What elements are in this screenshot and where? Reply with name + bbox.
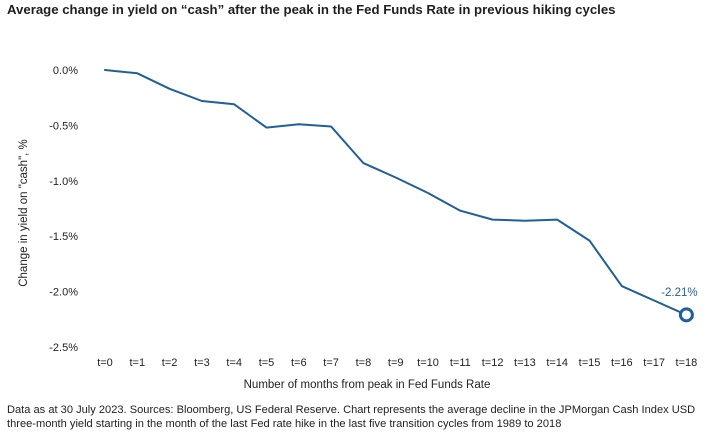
x-tick-label: t=1 — [129, 357, 145, 369]
x-tick-label: t=10 — [417, 357, 439, 369]
x-axis-ticks: t=0 t=1 t=2 t=3 t=4 t=5 t=6 t=7 t=8 t=9 t=10 t=11 t=… — [97, 357, 697, 369]
x-tick-label: t=5 — [259, 357, 275, 369]
y-tick-label: -1.5% — [49, 231, 78, 243]
x-tick-label: t=12 — [482, 357, 504, 369]
y-axis-ticks: 0.0% -0.5% -1.0% -1.5% -2.0% -2.5% — [49, 65, 78, 354]
end-point-marker — [678, 307, 694, 323]
x-tick-label: t=4 — [226, 357, 242, 369]
y-tick-label: -2.5% — [49, 342, 78, 354]
x-tick-label: t=17 — [643, 357, 665, 369]
x-tick-label: t=6 — [291, 357, 307, 369]
x-tick-label: t=11 — [450, 357, 471, 369]
series-line — [104, 69, 688, 316]
line-chart: 0.0%-0.5%-1.0%-1.5%-2.0%-2.5% t=0 t=1 t=2 t… — [18, 65, 698, 391]
y-tick-label: 0.0% — [53, 65, 78, 77]
footnote: Data as at 30 July 2023. Sources: Bloomb… — [7, 404, 696, 430]
x-tick-label: t=8 — [356, 357, 372, 369]
x-tick-label: t=14 — [546, 357, 568, 369]
x-tick-label: t=13 — [514, 357, 536, 369]
x-tick-label: t=0 — [97, 357, 113, 369]
end-point-label: -2.21% — [661, 287, 697, 299]
y-axis-label: Change in yield on "cash", % — [18, 139, 30, 287]
x-axis-label: Number of months from peak in Fed Funds … — [244, 379, 491, 391]
x-tick-label: t=7 — [323, 357, 339, 369]
x-tick-label: t=3 — [194, 357, 210, 369]
x-tick-label: t=18 — [676, 357, 698, 369]
y-tick-label: -0.5% — [49, 120, 78, 132]
y-tick-label: -1.0% — [49, 176, 78, 188]
x-tick-label: t=2 — [162, 357, 178, 369]
y-tick-label: -2.0% — [49, 287, 78, 299]
series-points — [104, 69, 687, 315]
x-tick-label: t=16 — [611, 357, 633, 369]
chart-title: Average change in yield on “cash” after … — [7, 2, 616, 17]
x-tick-label: t=15 — [579, 357, 601, 369]
x-tick-label: t=9 — [388, 357, 404, 369]
